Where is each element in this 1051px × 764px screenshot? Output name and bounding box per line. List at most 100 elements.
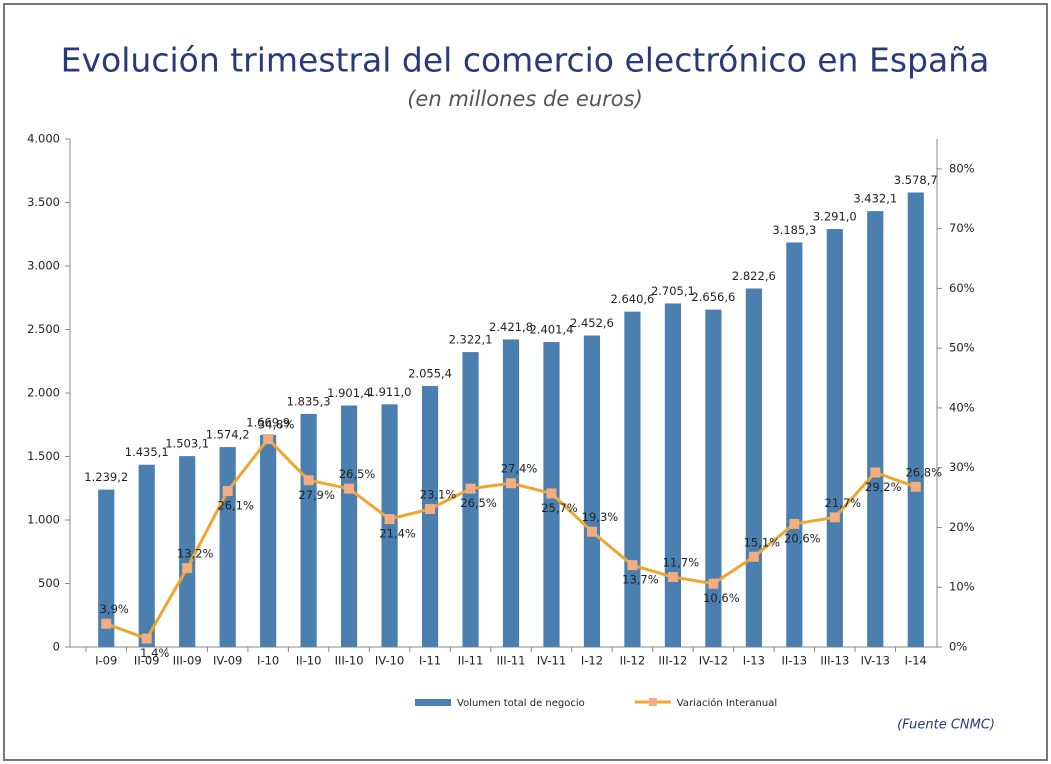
line-marker: [667, 572, 678, 583]
bar: [219, 447, 236, 647]
line-value-label: 34,8%: [258, 418, 295, 432]
line-marker: [465, 483, 476, 494]
line-value-label: 13,2%: [177, 547, 214, 561]
bar: [179, 456, 196, 647]
x-tick-label: I-12: [581, 654, 603, 668]
legend-label: Volumen total de negocio: [457, 698, 585, 709]
line-value-label: 11,7%: [663, 556, 700, 570]
bar-value-label: 1.574,2: [206, 428, 250, 442]
x-tick-label: I-13: [743, 654, 765, 668]
line-marker: [506, 478, 516, 489]
y2-tick-label: 50%: [949, 341, 975, 355]
bar-value-label: 2.705,1: [651, 284, 695, 298]
y2-tick-label: 60%: [949, 281, 975, 295]
bar: [502, 339, 520, 647]
line-marker: [748, 551, 759, 562]
line-marker: [870, 467, 881, 478]
line-value-label: 26,5%: [460, 496, 497, 510]
bar-value-label: 3.578,7: [894, 173, 938, 187]
bar: [98, 489, 115, 647]
x-tick-label: III-12: [658, 654, 687, 668]
x-tick-label: III-09: [173, 654, 202, 668]
line-value-label: 21,4%: [379, 527, 416, 541]
bar-value-label: 3.432,1: [853, 192, 897, 206]
line-value-label: 20,6%: [784, 531, 821, 545]
y2-tick-label: 80%: [949, 161, 975, 175]
x-tick-label: II-11: [458, 654, 484, 668]
y-tick-label: 3.000: [27, 259, 60, 273]
bar: [260, 434, 277, 647]
y-tick-label: 3.500: [27, 195, 60, 209]
y-tick-label: 1.000: [27, 513, 60, 527]
bar: [745, 288, 762, 647]
line-value-label: 26,5%: [339, 467, 376, 481]
y2-tick-label: 0%: [949, 640, 967, 654]
line-value-label: 10,6%: [703, 591, 740, 605]
line-marker: [910, 481, 921, 492]
line-value-label: 27,4%: [501, 462, 538, 476]
x-tick-label: II-12: [620, 654, 646, 668]
bar: [381, 404, 398, 647]
line-value-label: 26,1%: [217, 499, 254, 513]
line-value-label: 23,1%: [420, 487, 457, 501]
x-tick-label: II-13: [782, 654, 808, 668]
y-tick-label: 1.500: [27, 449, 60, 463]
line-marker: [182, 563, 193, 574]
bar: [138, 464, 155, 647]
y-tick-label: 2.000: [27, 386, 60, 400]
y2-tick-label: 10%: [949, 580, 975, 594]
line-value-label: 1,4%: [140, 646, 169, 660]
bar-value-label: 1.835,3: [287, 394, 331, 408]
line-value-label: 15,1%: [744, 535, 781, 549]
bar: [583, 335, 601, 647]
y2-tick-label: 70%: [949, 221, 975, 235]
chart-title: Evolución trimestral del comercio electr…: [61, 41, 990, 80]
line-value-label: 19,3%: [582, 510, 619, 524]
line-marker: [546, 488, 557, 499]
line-marker: [627, 560, 638, 571]
bar: [421, 385, 439, 647]
x-tick-label: IV-10: [375, 654, 404, 668]
bar: [300, 413, 317, 647]
bar-value-label: 2.640,6: [610, 292, 654, 306]
y2-tick-label: 30%: [949, 460, 975, 474]
line-marker: [222, 486, 233, 497]
bar: [867, 211, 884, 648]
line-value-label: 3,9%: [100, 602, 129, 616]
x-tick-label: I-14: [905, 654, 927, 668]
bar: [462, 352, 479, 647]
x-tick-label: IV-09: [213, 654, 242, 668]
bar-value-label: 2.322,1: [449, 333, 493, 347]
bar-value-label: 1.901,4: [327, 386, 371, 400]
bar: [341, 405, 358, 647]
line-value-label: 26,8%: [905, 465, 942, 479]
x-tick-label: IV-11: [537, 654, 566, 668]
line-marker: [263, 434, 274, 445]
line-value-label: 21,7%: [825, 496, 862, 510]
legend-swatch: [648, 698, 657, 706]
line-marker: [789, 518, 800, 529]
bar-value-label: 1.503,1: [165, 437, 209, 451]
bar: [907, 192, 924, 647]
line-marker: [303, 475, 314, 486]
bar-value-label: 1.669,9: [246, 415, 290, 429]
bar-value-label: 2.656,6: [691, 290, 735, 304]
bar-value-label: 1.239,2: [84, 470, 128, 484]
y-tick-label: 4.000: [27, 132, 60, 146]
bar-value-label: 2.452,6: [570, 316, 614, 330]
line-value-label: 13,7%: [622, 573, 659, 587]
x-tick-label: II-10: [296, 654, 322, 668]
line-value-label: 29,2%: [865, 480, 902, 494]
y-tick-label: 2.500: [27, 322, 60, 336]
x-tick-label: I-11: [419, 654, 441, 668]
x-tick-label: III-11: [497, 654, 526, 668]
bar-value-label: 1.435,1: [125, 445, 169, 459]
line-marker: [425, 503, 436, 514]
y2-tick-label: 40%: [949, 400, 975, 414]
bar-value-label: 2.421,8: [489, 320, 533, 334]
x-tick-label: IV-12: [699, 654, 728, 668]
x-tick-label: I-09: [95, 654, 117, 668]
bar: [705, 309, 722, 647]
